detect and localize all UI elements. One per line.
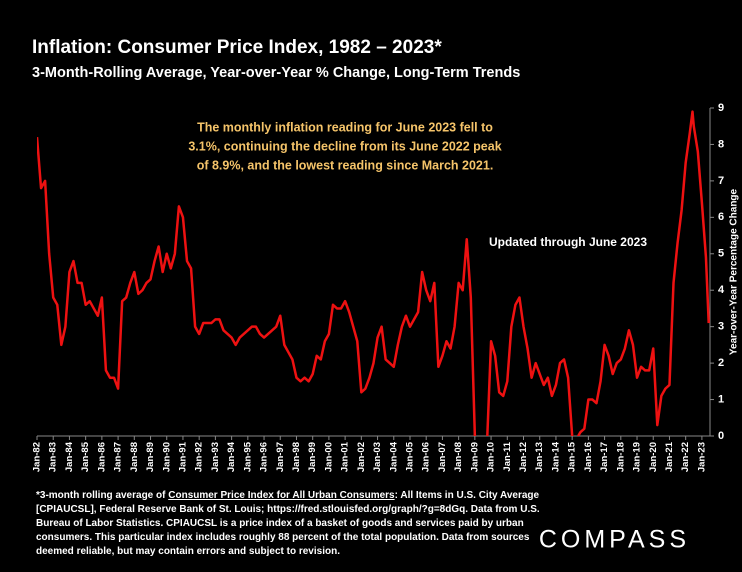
y-tick-label: 0 — [718, 430, 724, 442]
plot-area — [37, 110, 710, 436]
x-tick-label: Jan-04 — [388, 441, 399, 472]
x-tick-label: Jan-98 — [291, 442, 302, 472]
x-tick-label: Jan-19 — [632, 442, 643, 472]
y-tick-label: 7 — [718, 175, 724, 187]
footnote-link: Consumer Price Index for All Urban Consu… — [168, 490, 395, 501]
footnote: *3-month rolling average of Consumer Pri… — [36, 489, 546, 559]
x-tick-label: Jan-00 — [323, 442, 334, 472]
x-tick-label: Jan-91 — [177, 441, 188, 472]
x-tick-label: Jan-09 — [469, 442, 480, 472]
x-tick-label: Jan-96 — [259, 442, 270, 472]
y-tick-label: 2 — [718, 357, 724, 369]
y-tick-label: 8 — [718, 138, 724, 150]
x-tick-label: Jan-14 — [550, 441, 561, 472]
x-tick-label: Jan-03 — [372, 442, 383, 472]
x-tick-label: Jan-02 — [356, 442, 367, 472]
x-tick-label: Jan-23 — [696, 442, 707, 472]
x-tick-label: Jan-18 — [615, 442, 626, 472]
x-tick-label: Jan-13 — [534, 442, 545, 472]
x-tick-label: Jan-10 — [486, 442, 497, 472]
footnote-text: *3-month rolling average of — [36, 490, 169, 501]
x-tick-label: Jan-99 — [307, 442, 318, 472]
x-tick-label: Jan-97 — [275, 442, 286, 472]
y-axis-title: Year-over-Year Percentage Change — [729, 188, 740, 355]
annotation: 3.1%, continuing the decline from its Ju… — [188, 139, 501, 153]
x-tick-label: Jan-01 — [340, 441, 351, 472]
x-tick-label: Jan-08 — [453, 442, 464, 472]
x-tick-label: Jan-82 — [32, 442, 43, 472]
x-tick-label: Jan-89 — [145, 442, 156, 472]
x-tick-label: Jan-86 — [96, 442, 107, 472]
x-tick-label: Jan-93 — [210, 442, 221, 472]
x-tick-label: Jan-92 — [194, 442, 205, 472]
y-tick-label: 9 — [718, 102, 724, 114]
x-tick-label: Jan-06 — [421, 442, 432, 472]
x-tick-label: Jan-84 — [64, 441, 75, 472]
footnote-text: : All Items in U.S. City Average [CPIAUC… — [36, 490, 540, 557]
y-tick-label: 6 — [718, 211, 724, 223]
y-tick-label: 4 — [718, 284, 725, 296]
line-series — [37, 110, 710, 436]
x-tick-label: Jan-22 — [680, 442, 691, 472]
x-tick-label: Jan-87 — [113, 442, 124, 472]
chart-title: Inflation: Consumer Price Index, 1982 – … — [32, 37, 442, 58]
x-tick-label: Jan-85 — [80, 441, 91, 472]
x-tick-label: Jan-12 — [518, 442, 529, 472]
x-tick-label: Jan-17 — [599, 442, 610, 472]
x-tick-label: Jan-15 — [567, 441, 578, 472]
note: Updated through June 2023 — [489, 235, 647, 249]
annotation: The monthly inflation reading for June 2… — [197, 120, 493, 134]
x-tick-label: Jan-90 — [161, 442, 172, 472]
logo: COMPASS — [539, 526, 690, 554]
x-tick-label: Jan-16 — [583, 442, 594, 472]
x-tick-label: Jan-94 — [226, 441, 237, 472]
x-tick-label: Jan-11 — [502, 441, 513, 471]
x-tick-label: Jan-95 — [242, 441, 253, 472]
x-tick-label: Jan-20 — [648, 442, 659, 472]
x-tick-label: Jan-83 — [48, 442, 59, 472]
y-tick-label: 5 — [718, 248, 724, 260]
y-tick-label: 3 — [718, 321, 724, 333]
x-tick-label: Jan-88 — [129, 442, 140, 472]
x-tick-label: Jan-21 — [664, 441, 675, 472]
y-tick-label: 1 — [718, 393, 724, 405]
x-tick-label: Jan-07 — [437, 442, 448, 472]
chart-subtitle: 3-Month-Rolling Average, Year-over-Year … — [32, 65, 520, 81]
x-tick-label: Jan-05 — [405, 441, 416, 472]
annotation: of 8.9%, and the lowest reading since Ma… — [197, 158, 494, 172]
